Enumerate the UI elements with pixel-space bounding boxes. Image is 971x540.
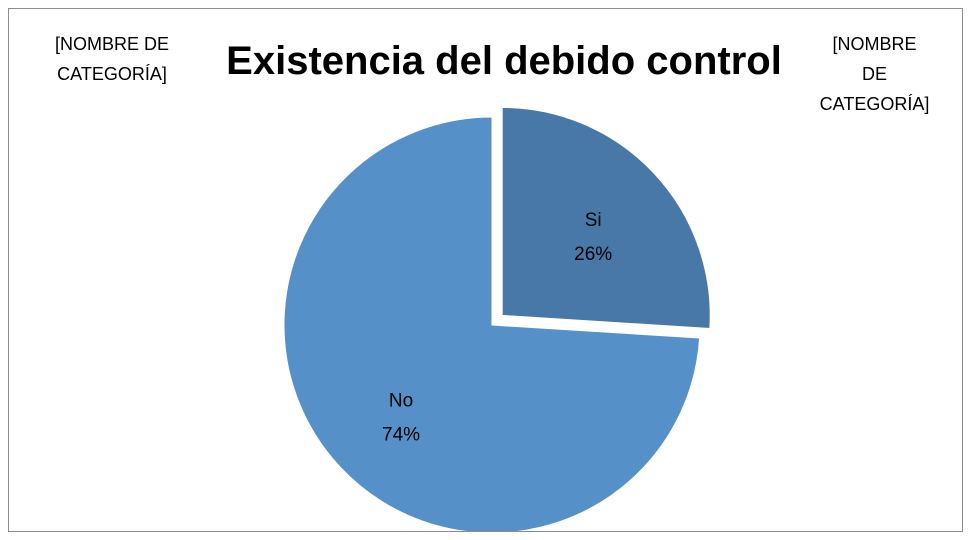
- slice-percent-label: 74%: [382, 424, 420, 445]
- pie-slice-no: [283, 116, 701, 531]
- pie-chart: Si 26% No 74%: [283, 106, 711, 531]
- slice-category-label: Si: [585, 210, 602, 231]
- chart-title: Existencia del debido control: [226, 39, 782, 83]
- pie-slice-si: [501, 106, 711, 330]
- slice-percent-label: 26%: [574, 244, 612, 265]
- slice-category-label: No: [389, 390, 413, 411]
- placeholder-category-label-right: [NOMBRE DE CATEGORÍA]: [819, 34, 930, 114]
- chart-area: [NOMBRE DE CATEGORÍA] Existencia del debi…: [8, 8, 963, 532]
- placeholder-category-label-left: [NOMBRE DE CATEGORÍA]: [54, 34, 169, 84]
